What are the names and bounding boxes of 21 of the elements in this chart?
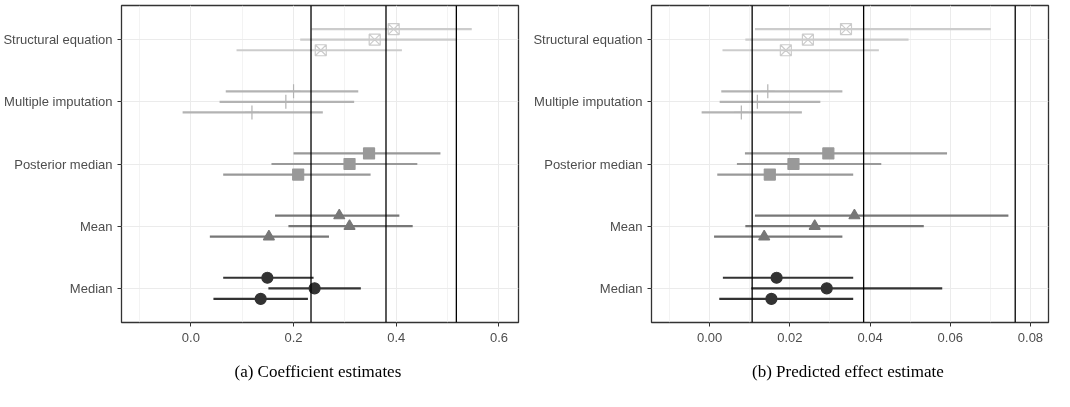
x-tick-label: 0.02 — [777, 329, 803, 345]
x-tick-label: 0.00 — [697, 329, 723, 345]
y-tick-label: Structural equation — [3, 32, 113, 48]
y-tick-label: Mean — [609, 218, 643, 234]
text: (a) Coefficient estimates — [234, 361, 402, 381]
y-tick-label: Median — [599, 280, 643, 296]
y-tick-label: Multiple imputation — [4, 94, 113, 110]
x-tick-label: 0.0 — [181, 329, 200, 345]
x-tick-label: 0.06 — [937, 329, 963, 345]
y-tick-label: Posterior median — [14, 156, 113, 172]
x-tick-label: 0.4 — [387, 329, 406, 345]
y-tick-label: Multiple imputation — [534, 94, 643, 110]
x-tick-label: 0.04 — [857, 329, 883, 345]
y-tick-label: Median — [69, 280, 113, 296]
y-tick-label: Posterior median — [544, 156, 643, 172]
y-tick-label: Structural equation — [533, 32, 643, 48]
x-tick-label: 0.08 — [1017, 329, 1044, 345]
x-tick-label: 0.6 — [489, 329, 509, 345]
text: (b) Predicted effect estimate — [751, 361, 944, 381]
y-tick-label: Mean — [79, 218, 113, 234]
x-tick-label: 0.2 — [284, 329, 303, 345]
